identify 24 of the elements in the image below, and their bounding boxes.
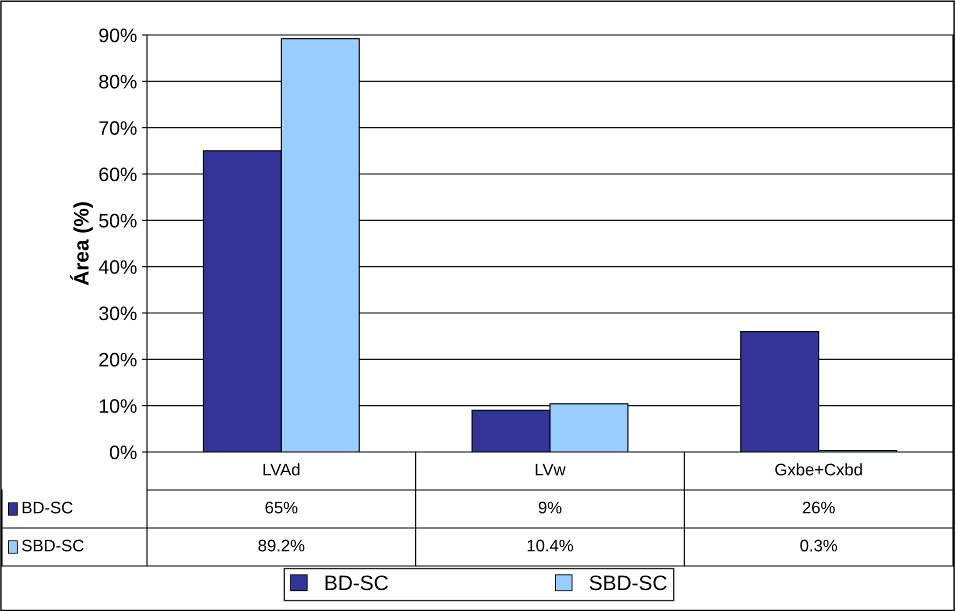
- legend-label: BD-SC: [326, 575, 388, 590]
- y-tick-label: 0%: [110, 445, 137, 460]
- y-tick-label: 60%: [99, 167, 137, 182]
- x-tick-label: Gxbe+Cxbd: [775, 463, 862, 476]
- x-tick-label: LVw: [536, 464, 566, 476]
- data-label: 26%: [802, 502, 835, 514]
- data-label: 0.3%: [800, 540, 838, 552]
- y-tick-label: 10%: [100, 399, 137, 413]
- y-tick-label: 30%: [99, 306, 137, 320]
- x-tick-label: LVAd: [264, 463, 300, 476]
- text: SBD-SC: [22, 540, 84, 552]
- data-label: 89.2%: [258, 540, 304, 552]
- data-label: 9%: [538, 502, 562, 514]
- legend-label: SBD-SC: [590, 575, 667, 590]
- y-axis-title: Área (%): [70, 202, 93, 286]
- data-label: 10.4%: [528, 540, 574, 552]
- text: BD-SC: [22, 502, 73, 514]
- y-tick-label: 40%: [98, 260, 137, 274]
- y-tick-label: 20%: [99, 352, 137, 367]
- y-tick-label: 70%: [99, 121, 137, 135]
- y-tick-label: 50%: [99, 214, 137, 228]
- y-tick-label: 80%: [99, 74, 137, 89]
- data-label: 65%: [266, 502, 298, 514]
- y-tick-label: 90%: [99, 28, 137, 42]
